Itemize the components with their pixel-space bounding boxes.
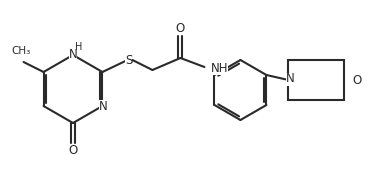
- Text: CH₃: CH₃: [11, 46, 30, 56]
- Text: N: N: [99, 99, 108, 113]
- Text: O: O: [176, 22, 185, 36]
- Text: N: N: [69, 47, 77, 60]
- Text: S: S: [125, 54, 132, 66]
- Text: O: O: [68, 143, 78, 156]
- Text: N: N: [286, 73, 295, 85]
- Text: H: H: [75, 42, 83, 52]
- Text: O: O: [352, 74, 362, 87]
- Text: NH: NH: [211, 61, 228, 74]
